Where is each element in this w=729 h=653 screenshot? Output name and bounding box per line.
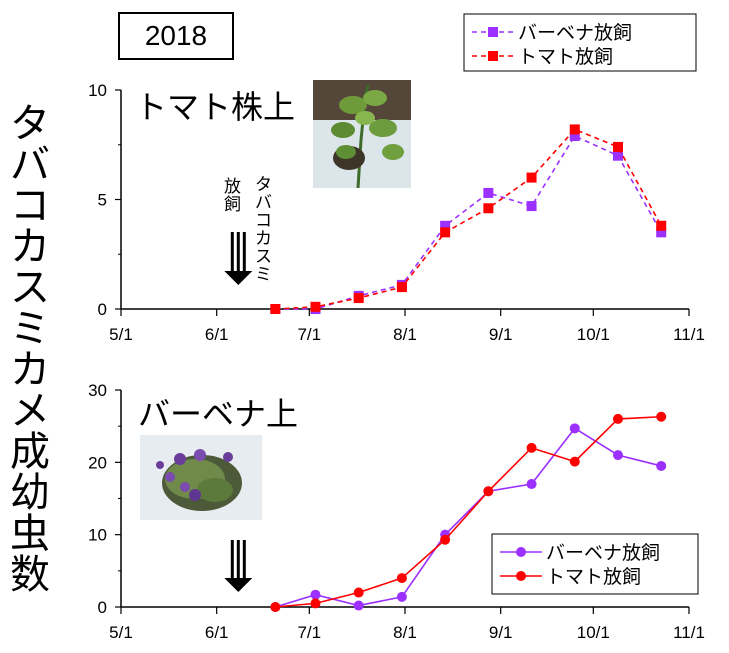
y-tick-label: 20 — [88, 453, 107, 472]
data-point — [396, 591, 407, 602]
verbena-plant-photo — [140, 435, 262, 520]
tomato-plant-photo — [313, 80, 411, 188]
insect-label-char: タ — [255, 175, 272, 195]
data-point — [526, 479, 537, 490]
y-axis-label-char: ス — [10, 265, 50, 311]
data-point — [310, 589, 321, 600]
data-point — [440, 227, 451, 238]
release-label: 放飼 — [224, 178, 241, 214]
y-axis-label-char: ミ — [10, 306, 50, 352]
x-tick-label: 8/1 — [393, 325, 417, 344]
x-tick-label: 10/1 — [577, 623, 610, 642]
x-tick-label: 5/1 — [109, 325, 133, 344]
data-point — [270, 304, 281, 314]
data-point — [526, 172, 537, 183]
legend-label: バーベナ放飼 — [546, 542, 660, 564]
data-point — [310, 301, 321, 312]
data-point — [656, 220, 667, 231]
x-tick-label: 9/1 — [489, 325, 513, 344]
y-axis-label-char: バ — [10, 142, 50, 188]
series-line — [275, 134, 662, 310]
x-tick-label: 5/1 — [109, 623, 133, 642]
legend-marker — [488, 27, 498, 37]
x-tick-label: 7/1 — [297, 623, 321, 642]
data-point — [526, 442, 537, 453]
data-point — [483, 203, 494, 214]
release-label-char: 放 — [224, 177, 241, 197]
y-tick-label: 0 — [98, 598, 107, 617]
x-tick-label: 11/1 — [673, 623, 705, 642]
x-tick-label: 7/1 — [297, 325, 321, 344]
y-axis-label-char: メ — [10, 388, 50, 434]
y-tick-label: 5 — [98, 191, 107, 210]
legend-box — [491, 533, 699, 595]
data-point — [613, 150, 623, 161]
data-point — [396, 282, 407, 293]
y-axis-label-char: 数 — [10, 552, 50, 598]
y-axis-label-char: 幼 — [10, 470, 50, 516]
data-point — [440, 220, 451, 231]
x-tick-label: 9/1 — [489, 623, 513, 642]
series-line — [275, 128, 662, 310]
data-point — [613, 413, 623, 424]
y-axis-label: タバコカスミカメ成幼虫数 — [8, 104, 52, 596]
insect-label: タバコカスミ — [255, 176, 272, 284]
data-point — [526, 201, 537, 212]
x-tick-label: 6/1 — [205, 325, 229, 344]
x-tick-label: 8/1 — [393, 623, 417, 642]
legend-label: トマト放飼 — [518, 46, 613, 68]
data-point — [569, 124, 580, 135]
data-point — [656, 227, 667, 238]
data-point — [353, 587, 364, 598]
series-line — [275, 427, 662, 608]
data-point — [483, 486, 494, 497]
series-line — [275, 415, 662, 608]
x-tick-label: 11/1 — [673, 325, 705, 344]
y-axis-label-char: タ — [10, 101, 50, 147]
data-point — [353, 600, 364, 611]
y-axis-label-char: 成 — [10, 429, 50, 475]
panel-title: バーベナ上 — [138, 395, 298, 433]
release-label-char: 飼 — [224, 195, 241, 215]
y-axis-label-char: コ — [10, 183, 50, 229]
legend-label: トマト放飼 — [546, 566, 641, 588]
data-point — [310, 598, 321, 609]
y-axis-label-char: カ — [10, 224, 50, 270]
y-tick-label: 0 — [98, 300, 107, 319]
y-tick-label: 10 — [88, 81, 107, 100]
data-point — [613, 141, 623, 152]
data-point — [440, 534, 451, 545]
legend-marker — [488, 51, 498, 61]
release-arrow-head — [224, 271, 253, 285]
data-point — [353, 293, 364, 304]
y-tick-label: 10 — [88, 526, 107, 545]
insect-label-char: カ — [255, 229, 272, 249]
y-tick-label: 30 — [88, 381, 107, 400]
insect-label-char: コ — [255, 211, 272, 231]
data-point — [569, 130, 580, 141]
data-point — [569, 456, 580, 467]
legend-marker — [516, 547, 526, 557]
year-label: 2018 — [118, 12, 234, 60]
y-axis-label-char: カ — [10, 347, 50, 393]
legend-box — [463, 13, 697, 72]
x-tick-label: 6/1 — [205, 623, 229, 642]
data-point — [396, 573, 407, 584]
insect-label-char: ミ — [255, 265, 272, 285]
legend-label: バーベナ放飼 — [518, 22, 632, 44]
data-point — [569, 423, 580, 434]
insect-label-char: ス — [255, 247, 272, 267]
data-point — [613, 450, 623, 461]
data-point — [270, 602, 281, 612]
panel-title: トマト株上 — [135, 88, 295, 126]
x-tick-label: 10/1 — [577, 325, 610, 344]
data-point — [483, 187, 494, 198]
legend-marker — [516, 571, 526, 581]
data-point — [656, 411, 667, 422]
release-arrow-head — [224, 578, 253, 592]
data-point — [656, 460, 667, 471]
insect-label-char: バ — [255, 193, 272, 213]
y-axis-label-char: 虫 — [10, 511, 50, 557]
